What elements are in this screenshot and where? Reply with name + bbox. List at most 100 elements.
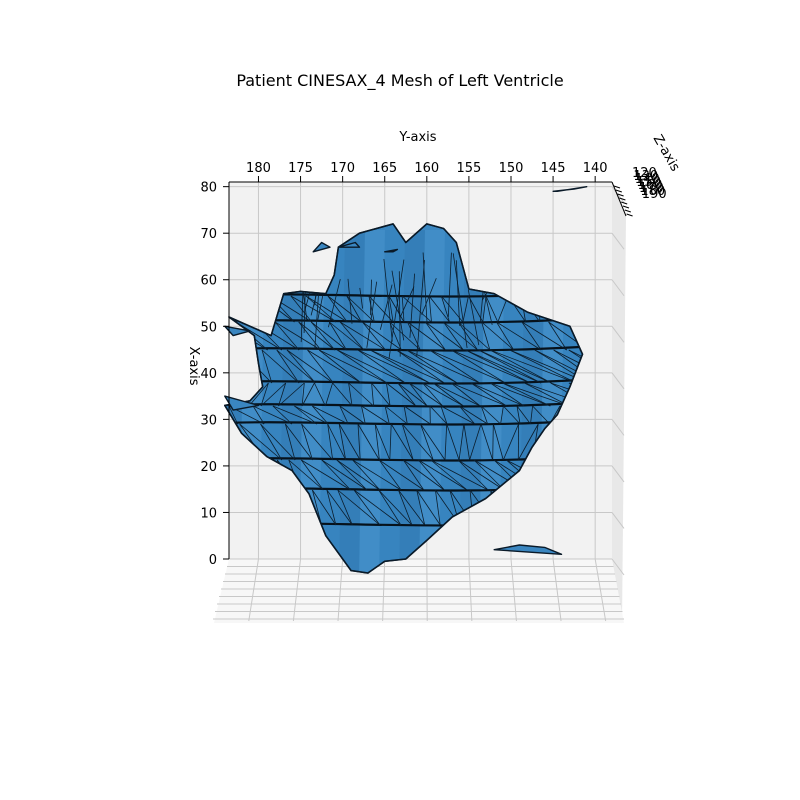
y-tick-label: 165 [372, 161, 397, 176]
mesh-edge [489, 349, 552, 384]
mesh-edge [305, 295, 348, 323]
mesh-edge [347, 278, 353, 324]
mesh-edge [478, 349, 542, 384]
mesh-edge [326, 489, 353, 526]
mesh-edge [521, 321, 542, 351]
side-grid-line [611, 419, 625, 436]
x-tick-label: 60 [200, 274, 217, 289]
z-tick-mark [622, 205, 630, 209]
mesh-edge [403, 459, 425, 491]
mesh-edge [286, 349, 316, 384]
mesh-edge [502, 382, 570, 407]
mesh-triangulation [224, 230, 583, 573]
mesh-edge [429, 349, 481, 384]
mesh-edge [326, 489, 337, 526]
y-axis-label: Y-axis [398, 130, 436, 145]
mesh-edge [338, 423, 347, 461]
mesh-edge [274, 321, 322, 351]
mesh-edge [352, 459, 402, 491]
mesh-edge [370, 349, 445, 384]
mesh-edge [368, 295, 375, 323]
floor-grid-line [594, 558, 607, 622]
mesh-edge [521, 321, 567, 351]
mesh-edge [325, 382, 333, 407]
mesh-edge [332, 382, 353, 407]
mesh-edge [429, 405, 448, 425]
floor-grid-line [292, 558, 302, 622]
mesh-edge [428, 295, 432, 323]
x-tick-label: 50 [200, 320, 217, 335]
mesh-edge [336, 459, 381, 491]
mesh-edge [399, 286, 415, 319]
mesh-edge [327, 423, 334, 461]
mesh-edge [440, 405, 448, 425]
mesh-edge [422, 382, 464, 407]
mesh-edge [339, 405, 366, 425]
mesh-edge [252, 405, 265, 425]
mesh-edge [260, 423, 283, 461]
mesh-edge [274, 321, 300, 351]
z-tick-label: 150 [636, 175, 661, 190]
mesh-edge [290, 295, 337, 323]
mesh-edge [327, 295, 348, 323]
mesh-edge [286, 349, 334, 384]
mesh-edge [310, 321, 347, 351]
mesh-edge [353, 489, 402, 526]
mesh-edge [260, 382, 286, 407]
mesh-edge [457, 321, 478, 351]
mesh-edge [371, 382, 374, 407]
floor-grid-line [248, 558, 259, 622]
mesh-edge [462, 295, 469, 323]
mesh-edge [467, 289, 480, 346]
mesh-edge [459, 405, 488, 425]
mesh-edge [485, 295, 499, 323]
y-tick-label: 145 [541, 161, 566, 176]
mesh-edge [328, 279, 341, 328]
mesh-edge [473, 459, 505, 491]
mesh-edge [517, 423, 539, 461]
mesh-edge [568, 349, 583, 384]
mesh-edge [418, 459, 445, 491]
z-tick-label: 140 [635, 172, 660, 187]
mesh-edge [444, 423, 448, 461]
mesh-edge [366, 281, 378, 348]
mesh-edge [425, 321, 464, 351]
mesh-edge [500, 405, 504, 425]
mesh-edge [482, 295, 487, 323]
mesh-edge [260, 382, 269, 407]
mesh-edge [288, 459, 324, 491]
mesh-edge [260, 423, 296, 461]
mesh-edge [465, 349, 531, 384]
mesh-edge [388, 295, 394, 323]
axis-ticks: 180 175 170 165 160 155 150 145 140 0 10 20 30 40 50 60… [200, 161, 666, 568]
mesh-edge [371, 382, 391, 407]
mesh-edge [374, 423, 380, 461]
mesh-edge [298, 321, 322, 351]
mesh-edge [348, 382, 353, 407]
x-tick-label: 40 [200, 367, 217, 382]
mesh-edge [314, 382, 326, 407]
mesh-edge [397, 382, 428, 407]
mesh-edge [403, 459, 445, 491]
mesh-edge [384, 405, 408, 425]
mesh-edge [490, 382, 551, 407]
mesh-fragment-top-a [312, 241, 331, 253]
mesh-edge [532, 405, 551, 425]
mesh-edge [470, 382, 525, 407]
mesh-edge [420, 423, 446, 461]
mesh-edge [530, 405, 533, 425]
mesh-edge [361, 405, 390, 425]
y-tick-label: 180 [246, 161, 271, 176]
mesh-edge [401, 423, 434, 461]
mesh-edge [407, 321, 421, 351]
mesh-edge [276, 349, 316, 384]
mesh-edge [301, 423, 313, 461]
mesh-shade-band [419, 230, 445, 573]
mesh-edge [481, 321, 514, 351]
mesh-edge [386, 382, 417, 407]
mesh-edge [337, 489, 381, 526]
mesh-edge [524, 382, 570, 407]
y-tick-label: 160 [414, 161, 439, 176]
mesh-edge [357, 423, 361, 461]
mesh-edge [469, 423, 482, 461]
